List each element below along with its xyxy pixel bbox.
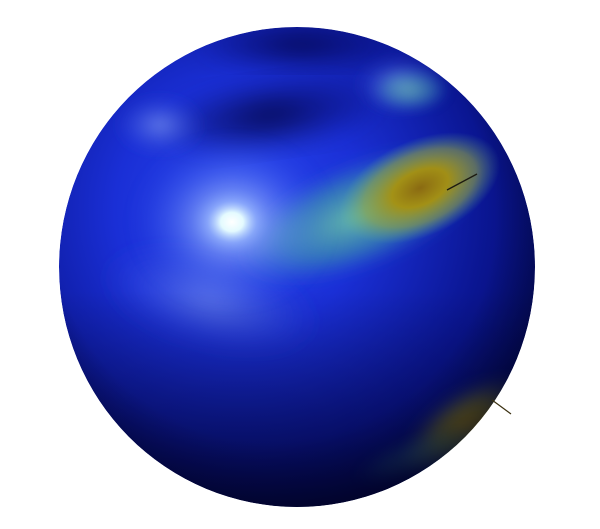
specular-highlight <box>187 184 277 260</box>
sphere <box>59 27 535 507</box>
surface-normal-line-upper <box>446 173 478 191</box>
surface-normal-line-lower <box>491 399 512 415</box>
